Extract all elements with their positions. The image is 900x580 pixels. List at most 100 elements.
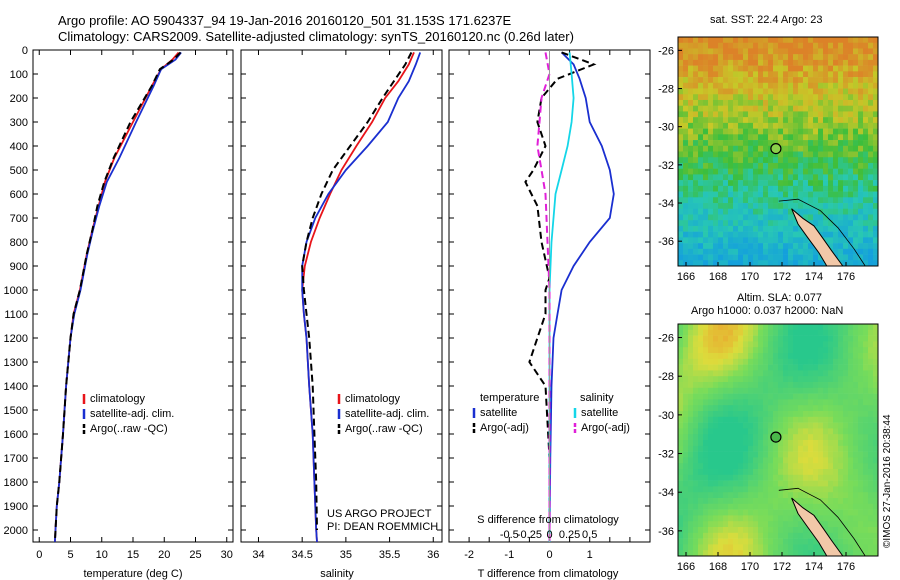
map-cell [718, 382, 724, 389]
map-cell [798, 434, 804, 441]
map-cell [758, 463, 764, 470]
map-cell [753, 451, 759, 458]
map-cell [768, 347, 774, 354]
map-cell [813, 544, 819, 551]
map-cell [868, 411, 874, 418]
map-cell [688, 145, 694, 152]
map-y-tick-label: -32 [658, 449, 674, 461]
map-cell [748, 254, 754, 261]
map-cell [718, 162, 724, 169]
map-cell [773, 538, 779, 545]
map-cell [798, 399, 804, 406]
map-cell [773, 111, 779, 118]
map-cell [698, 498, 704, 505]
map-cell [723, 341, 729, 348]
map-cell [688, 197, 694, 204]
map-cell [823, 364, 829, 371]
map-cell [723, 111, 729, 118]
map-cell [778, 550, 784, 557]
map-cell [703, 208, 709, 215]
map-cell [743, 498, 749, 505]
map-cell [748, 416, 754, 423]
map-cell [838, 111, 844, 118]
map-cell [843, 527, 849, 534]
map-cell [863, 480, 869, 487]
map-cell [783, 42, 789, 49]
map-cell [748, 544, 754, 551]
map-cell [803, 82, 809, 89]
map-cell [738, 469, 744, 476]
map-cell [798, 492, 804, 499]
map-cell [778, 370, 784, 377]
map-cell [688, 503, 694, 510]
map-cell [778, 48, 784, 55]
map-cell [823, 128, 829, 135]
map-cell [868, 42, 874, 49]
map-cell [778, 77, 784, 84]
map-cell [718, 71, 724, 78]
map-cell [843, 77, 849, 84]
map-cell [758, 231, 764, 238]
map-cell [748, 157, 754, 164]
map-cell [853, 225, 859, 232]
map-cell [833, 151, 839, 158]
map-cell [733, 140, 739, 147]
map-cell [753, 335, 759, 342]
map-cell [688, 544, 694, 551]
map-cell [703, 382, 709, 389]
map-cell [833, 503, 839, 510]
map-cell [798, 550, 804, 557]
map-cell [708, 225, 714, 232]
map-cell [713, 544, 719, 551]
map-cell [848, 65, 854, 72]
map-cell [748, 105, 754, 112]
depth-contour [778, 487, 866, 557]
map-cell [783, 94, 789, 101]
map-cell [748, 117, 754, 124]
map-cell [678, 416, 684, 423]
map-cell [873, 42, 879, 49]
map-cell [723, 37, 729, 44]
map-cell [803, 480, 809, 487]
map-cell [793, 335, 799, 342]
map-cell [708, 364, 714, 371]
map-cell [818, 463, 824, 470]
map-cell [803, 486, 809, 493]
map-cell [678, 434, 684, 441]
map-cell [843, 393, 849, 400]
map-cell [858, 469, 864, 476]
map-cell [723, 225, 729, 232]
map-cell [698, 538, 704, 545]
map-cell [748, 469, 754, 476]
map-cell [818, 59, 824, 66]
map-cell [838, 77, 844, 84]
map-cell [803, 503, 809, 510]
map-cell [833, 248, 839, 255]
map-cell [708, 416, 714, 423]
map-cell [773, 480, 779, 487]
map-cell [778, 329, 784, 336]
map-cell [863, 42, 869, 49]
map-cell [863, 393, 869, 400]
map-cell [758, 151, 764, 158]
map-cell [868, 405, 874, 412]
map-cell [793, 157, 799, 164]
map-cell [843, 214, 849, 221]
map-cell [748, 335, 754, 342]
map-cell [813, 180, 819, 187]
map-cell [808, 42, 814, 49]
map-cell [788, 492, 794, 499]
map-cell [813, 451, 819, 458]
map-cell [758, 422, 764, 429]
map-cell [773, 411, 779, 418]
map-cell [788, 134, 794, 141]
map-cell [723, 550, 729, 557]
map-cell [843, 416, 849, 423]
map-cell [808, 208, 814, 215]
map-cell [773, 88, 779, 95]
map-cell [838, 341, 844, 348]
map-cell [818, 370, 824, 377]
map-cell [863, 486, 869, 493]
map-cell [693, 225, 699, 232]
map-cell [868, 71, 874, 78]
